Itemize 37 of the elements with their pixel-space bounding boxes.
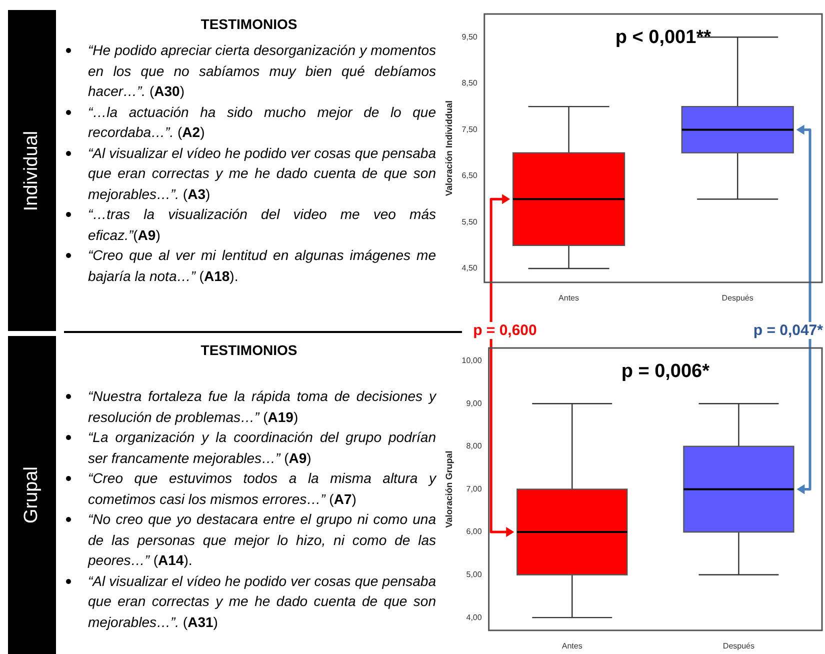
x-tick-label: Antes: [562, 641, 582, 650]
annotation: p = 0,006*: [621, 361, 710, 382]
y-tick-label: 8,50: [462, 78, 478, 88]
y-tick-label: 10,00: [462, 356, 482, 366]
text: “…tras la visualización del video me veo más eficaz.”(A9): [88, 205, 436, 245]
text: “…la actuación ha sido mucho mejor de lo que recordaba…”. (A2): [88, 102, 436, 142]
x-tick-label: Antes: [558, 293, 580, 302]
x-tick-label: Después: [722, 641, 754, 650]
text: TESTIMONIOS: [200, 16, 298, 32]
y-tick-label: 7,50: [462, 124, 478, 134]
y-tick-label: 5,50: [462, 217, 478, 226]
text: “La organización y la coordinación del grupo podrían ser francamente mejorables…” (A9): [88, 428, 436, 468]
text: “No creo que yo destacara entre el grupo ni como una de las personas que mejor lo hizo, ni como de las peores…” (A14).: [88, 510, 436, 570]
text: Individual: [21, 130, 43, 211]
y-tick-label: 7,00: [466, 484, 482, 494]
text: p = 0,047*: [751, 322, 825, 339]
text: “Al visualizar el vídeo he podido ver cosas que pensaba que eran correctas y me he dado cuenta de que son mejorables…”. (A31): [88, 572, 436, 632]
y-tick-label: 6,50: [462, 171, 478, 180]
text: Grupal: [21, 466, 43, 524]
y-tick-label: 8,00: [466, 442, 482, 451]
text: “Al visualizar el vídeo he podido ver cosas que pensaba que eran correctas y me he dado cuenta de que son mejorables…”. (A3): [88, 144, 436, 204]
text: “He podido apreciar cierta desorganización y momentos en los que no sabíamos muy bien qué debíamos hacer…”. (A30): [88, 41, 436, 101]
y-tick-label: 4,50: [462, 264, 478, 273]
y-axis-title: Valoración Individdual: [444, 100, 454, 196]
y-tick-label: 6,00: [466, 527, 482, 536]
y-tick-label: 9,00: [466, 398, 482, 408]
text: p = 0,600: [471, 322, 539, 339]
y-tick-label: 5,00: [466, 570, 482, 579]
text: “Creo que al ver mi lentitud en algunas imágenes me bajaría la nota…” (A18).: [88, 246, 436, 286]
text: “Nuestra fortaleza fue la rápida toma de decisiones y resolución de problemas…” (A19): [88, 387, 436, 427]
text: “Creo que estuvimos todos a la misma altura y cometimos casi los mismos errores…” (A7): [88, 469, 436, 509]
y-axis-title: Valoración Grupal: [444, 450, 454, 528]
annotation: p < 0,001**: [615, 27, 712, 48]
x-tick-label: Después: [722, 293, 754, 302]
y-tick-label: 4,00: [466, 612, 482, 622]
y-tick-label: 9,50: [462, 32, 478, 42]
text: TESTIMONIOS: [200, 342, 298, 358]
